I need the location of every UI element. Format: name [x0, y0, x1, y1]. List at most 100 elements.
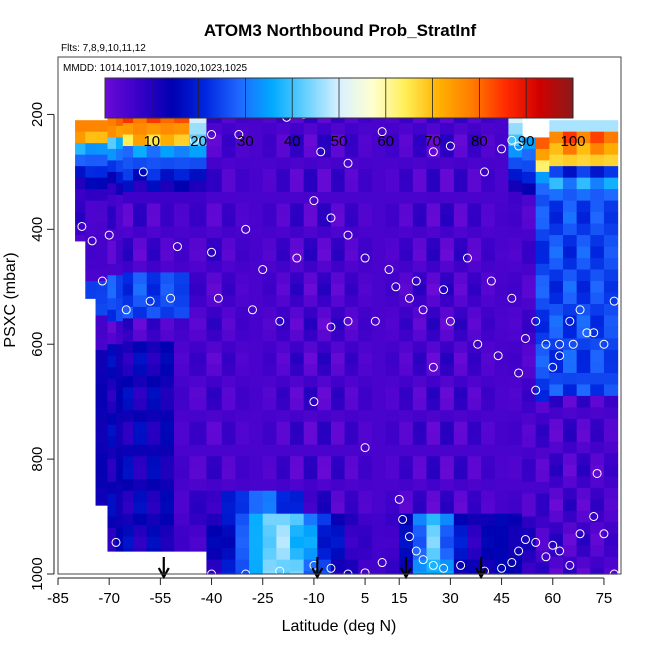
heatmap-cell [426, 306, 441, 319]
heatmap-cell [412, 444, 428, 457]
heatmap-cell [603, 556, 619, 569]
heatmap-cell [385, 502, 400, 515]
heatmap-cell [371, 525, 387, 538]
heatmap-cell [262, 203, 277, 216]
heatmap-cell [371, 295, 387, 308]
heatmap-cell [235, 157, 250, 170]
heatmap-cell [508, 352, 523, 365]
heatmap-cell [303, 260, 318, 274]
heatmap-cell [85, 177, 97, 190]
heatmap-cell [508, 191, 523, 205]
heatmap-cell [317, 467, 332, 480]
heatmap-cell [276, 352, 291, 365]
heatmap-cell [562, 281, 578, 294]
heatmap-cell [467, 237, 482, 251]
heatmap-cell [481, 329, 496, 342]
heatmap-cell [160, 191, 175, 205]
heatmap-cell [440, 525, 455, 538]
heatmap-cell [549, 338, 564, 351]
heatmap-cell [603, 430, 619, 443]
sample-point [497, 563, 507, 573]
heatmap-cell [303, 479, 318, 492]
heatmap-cell [358, 490, 373, 503]
heatmap-cell [385, 214, 400, 228]
heatmap-cell [276, 191, 291, 205]
heatmap-cell [189, 318, 208, 331]
heatmap-cell [221, 352, 237, 365]
heatmap-cell [290, 467, 305, 480]
heatmap-cell [189, 456, 208, 469]
altitude-arrows [157, 557, 488, 580]
heatmap-cell [317, 433, 332, 446]
heatmap-cell [276, 410, 291, 423]
heatmap-cell [235, 260, 250, 274]
heatmap-cell [303, 525, 318, 538]
heatmap-cell [146, 364, 161, 377]
heatmap-cell [276, 364, 291, 377]
heatmap-cell [276, 513, 291, 526]
sample-point [565, 560, 575, 570]
heatmap-cell [276, 214, 291, 228]
heatmap-cell [95, 349, 109, 363]
heatmap-cell [206, 123, 223, 136]
heatmap-cell [440, 329, 455, 342]
heatmap-cell [344, 306, 359, 319]
heatmap-cell [549, 556, 564, 569]
heatmap-cell [358, 272, 373, 285]
heatmap-cell [453, 341, 469, 354]
heatmap-cell [426, 157, 441, 170]
heatmap-cell [330, 387, 346, 400]
heatmap-cell [174, 295, 190, 308]
heatmap-cell [189, 421, 208, 434]
heatmap-cell [206, 295, 223, 308]
heatmap-cell [590, 556, 605, 569]
heatmap-cell [317, 134, 332, 147]
heatmap-cell [440, 548, 455, 561]
heatmap-cell [235, 525, 250, 538]
heatmap-cell [146, 306, 161, 319]
heatmap-cell [160, 433, 175, 446]
y-tick-label: 800 [29, 447, 46, 472]
heatmap-cell [549, 568, 564, 575]
heatmap-cell [590, 143, 605, 156]
heatmap-cell [399, 467, 414, 480]
heatmap-cell [562, 418, 578, 431]
heatmap-cell [122, 398, 134, 411]
heatmap-cell [160, 387, 175, 400]
heatmap-cell [522, 493, 537, 506]
heatmap-cell [330, 433, 346, 446]
heatmap-cell [522, 482, 537, 495]
heatmap-cell [107, 482, 117, 495]
heatmap-cell [385, 456, 400, 469]
heatmap-cell [221, 203, 237, 216]
heatmap-cell [174, 157, 190, 170]
heatmap-cell [330, 134, 346, 147]
heatmap-cell [358, 502, 373, 515]
heatmap-cell [508, 260, 523, 274]
heatmap-cell [494, 513, 509, 526]
heatmap-cell [481, 410, 496, 423]
heatmap-cell [508, 502, 523, 515]
heatmap-cell [330, 180, 346, 193]
heatmap-cell [189, 123, 208, 136]
heatmap-cell [317, 249, 332, 262]
sample-point [480, 167, 490, 177]
heatmap-cell [549, 258, 564, 271]
heatmap-cell [453, 502, 469, 515]
sample-point [398, 514, 408, 524]
heatmap-cell [467, 134, 482, 147]
heatmap-cell [276, 490, 291, 503]
heatmap-cell [399, 214, 414, 228]
heatmap-cell [426, 283, 441, 296]
heatmap-cell [549, 510, 564, 523]
heatmap-cell [146, 157, 161, 170]
y-tick-label: 600 [29, 332, 46, 357]
heatmap-cell [122, 283, 134, 296]
heatmap-cell [189, 203, 208, 216]
heatmap-cell [576, 476, 591, 489]
heatmap-cell [385, 387, 400, 400]
heatmap-cell [358, 260, 373, 274]
heatmap-cell [562, 258, 578, 271]
y-tick-label: 400 [29, 217, 46, 242]
heatmap-cell [189, 479, 208, 492]
